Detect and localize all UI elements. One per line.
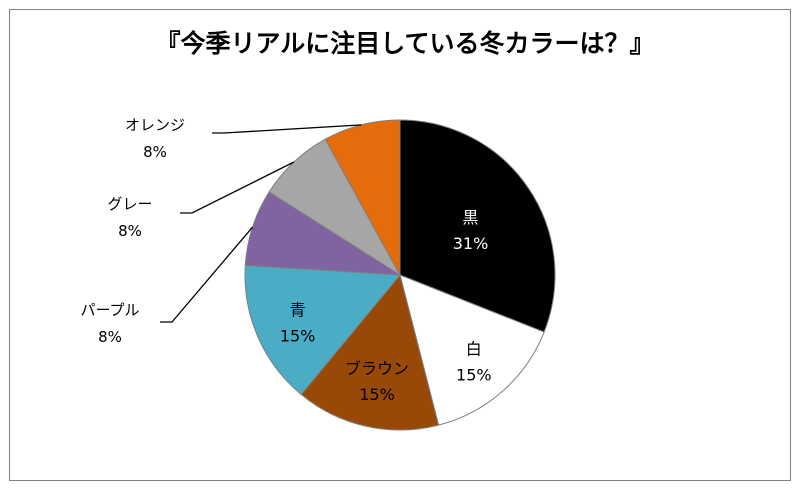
slice-value-orange: 8% <box>143 143 167 161</box>
pie-labels: 黒 31% 白 15% ブラウン 15% 青 15% パープル 8% グレー 8% オレンジ 8% <box>80 116 491 404</box>
chart-title: 『今季リアルに注目している冬カラーは？』 <box>155 29 654 58</box>
slice-value-gray: 8% <box>118 222 142 240</box>
slice-value-blue: 15% <box>280 326 316 345</box>
pie-slice-white <box>399 274 545 426</box>
slice-value-purple: 8% <box>98 328 122 346</box>
slice-label-black: 黒 <box>462 208 478 227</box>
leader-line-gray <box>180 161 295 214</box>
leader-line-orange <box>212 124 362 134</box>
slice-label-gray: グレー <box>107 195 152 213</box>
leader-lines <box>160 124 362 323</box>
slice-value-white: 15% <box>456 366 492 385</box>
slice-label-white: 白 <box>466 340 482 359</box>
slice-label-purple: パープル <box>80 301 139 319</box>
slice-value-black: 31% <box>453 234 489 253</box>
slice-value-brown: 15% <box>359 385 395 404</box>
slice-label-brown: ブラウン <box>345 359 409 378</box>
pie-slices <box>244 119 556 431</box>
leader-line-purple <box>160 226 254 323</box>
slice-label-orange: オレンジ <box>125 116 185 134</box>
pie-slice-blue <box>244 264 402 396</box>
pie-slice-brown <box>300 273 440 431</box>
slice-label-blue: 青 <box>290 300 306 319</box>
pie-slice-black <box>399 119 556 333</box>
